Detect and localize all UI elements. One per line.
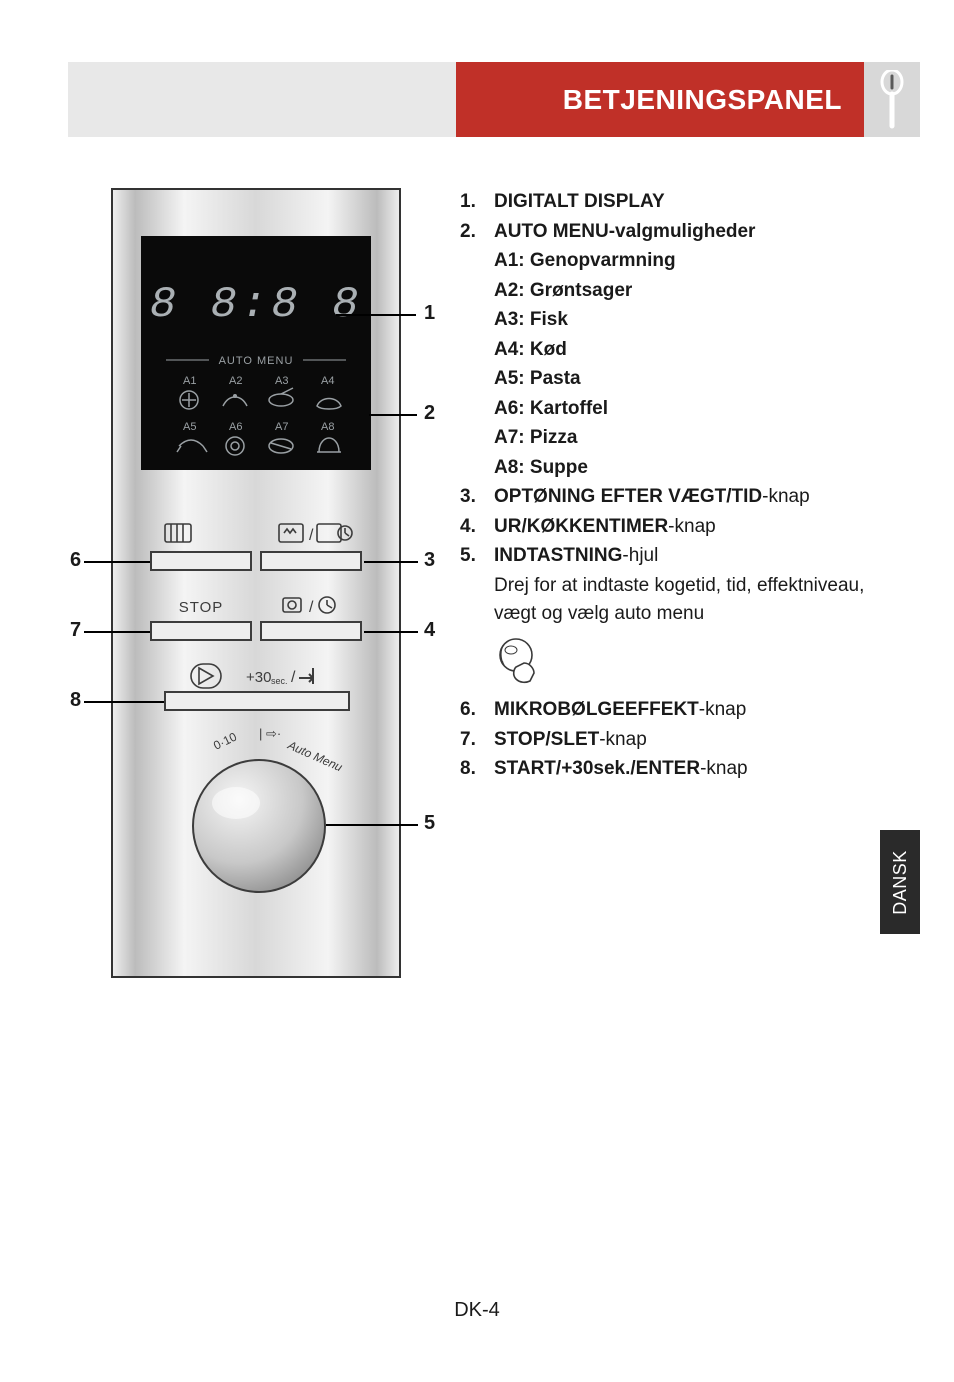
- legend-row: 2.AUTO MENU-valgmuligheder: [460, 218, 894, 247]
- svg-text:| ⇨·: | ⇨·: [259, 726, 281, 741]
- legend-text: A8: Suppe: [494, 454, 894, 483]
- legend-num: [460, 306, 494, 335]
- callout-4: 4: [424, 619, 435, 642]
- callout-1: 1: [424, 302, 435, 325]
- legend-row: 5.INDTASTNING-hjul: [460, 542, 894, 571]
- legend-num: [460, 454, 494, 483]
- svg-text:AUTO MENU: AUTO MENU: [219, 355, 294, 367]
- legend-num: 3.: [460, 483, 494, 512]
- control-panel-figure: 8 8:8 8 AUTO MENU A1 A2 A3 A4: [74, 188, 434, 978]
- callout-2: 2: [424, 402, 435, 425]
- legend-row: 4.UR/KØKKENTIMER-knap: [460, 513, 894, 542]
- legend-row: 8.START/+30sek./ENTER-knap: [460, 755, 894, 784]
- legend-row: A4: Kød: [460, 336, 894, 365]
- legend-text: UR/KØKKENTIMER-knap: [494, 513, 894, 542]
- callout-8: 8: [70, 689, 81, 712]
- control-panel-svg: 8 8:8 8 AUTO MENU A1 A2 A3 A4: [111, 188, 401, 978]
- legend-text: A3: Fisk: [494, 306, 894, 335]
- legend-text: OPTØNING EFTER VÆGT/TID-knap: [494, 483, 894, 512]
- legend-text: A2: Grøntsager: [494, 277, 894, 306]
- svg-text:A2: A2: [229, 375, 242, 387]
- legend-text: A6: Kartoffel: [494, 395, 894, 424]
- legend-num: [460, 365, 494, 394]
- legend-num: 5.: [460, 542, 494, 571]
- legend-item5-desc: Drej for at indtaste kogetid, tid, effek…: [494, 572, 894, 629]
- legend-num: [460, 424, 494, 453]
- legend: 1.DIGITALT DISPLAY2.AUTO MENU-valgmuligh…: [460, 188, 894, 978]
- legend-row: A2: Grøntsager: [460, 277, 894, 306]
- legend-num: [460, 277, 494, 306]
- callout-7: 7: [70, 619, 81, 642]
- legend-row: 3.OPTØNING EFTER VÆGT/TID-knap: [460, 483, 894, 512]
- legend-row: A5: Pasta: [460, 365, 894, 394]
- legend-row: A7: Pizza: [460, 424, 894, 453]
- page-number: DK-4: [0, 1299, 954, 1322]
- callout-6: 6: [70, 549, 81, 572]
- legend-text: STOP/SLET-knap: [494, 726, 894, 755]
- legend-num: [460, 395, 494, 424]
- legend-num: 6.: [460, 696, 494, 725]
- svg-text:/: /: [309, 599, 314, 616]
- dial-hand-icon: [494, 633, 894, 697]
- legend-num: [460, 247, 494, 276]
- svg-text:+30: +30: [246, 669, 271, 686]
- legend-text: A1: Genopvarmning: [494, 247, 894, 276]
- svg-text:A5: A5: [183, 421, 196, 433]
- callout-3: 3: [424, 549, 435, 572]
- legend-num: [460, 336, 494, 365]
- legend-text: A5: Pasta: [494, 365, 894, 394]
- legend-num: 1.: [460, 188, 494, 217]
- legend-row: 1.DIGITALT DISPLAY: [460, 188, 894, 217]
- legend-text: START/+30sek./ENTER-knap: [494, 755, 894, 784]
- legend-text: MIKROBØLGEEFFEKT-knap: [494, 696, 894, 725]
- svg-text:A7: A7: [275, 421, 288, 433]
- page-title: BETJENINGSPANEL: [563, 84, 842, 116]
- language-tab: DANSK: [880, 830, 920, 934]
- svg-text:A6: A6: [229, 421, 242, 433]
- svg-text:sec.: sec.: [271, 676, 288, 686]
- svg-text:A1: A1: [183, 375, 196, 387]
- legend-num: 7.: [460, 726, 494, 755]
- legend-row: A3: Fisk: [460, 306, 894, 335]
- legend-num: 2.: [460, 218, 494, 247]
- svg-text:/: /: [291, 669, 296, 686]
- language-label: DANSK: [890, 850, 911, 915]
- legend-text: A4: Kød: [494, 336, 894, 365]
- legend-text: INDTASTNING-hjul: [494, 542, 894, 571]
- legend-text: AUTO MENU-valgmuligheder: [494, 218, 894, 247]
- svg-text:8 8:8 8: 8 8:8 8: [150, 280, 363, 330]
- legend-row: A8: Suppe: [460, 454, 894, 483]
- svg-text:STOP: STOP: [179, 599, 224, 616]
- svg-text:A3: A3: [275, 375, 288, 387]
- legend-row: A6: Kartoffel: [460, 395, 894, 424]
- legend-row: A1: Genopvarmning: [460, 247, 894, 276]
- spoon-icon: [864, 62, 920, 137]
- legend-num: 8.: [460, 755, 494, 784]
- svg-text:A8: A8: [321, 421, 334, 433]
- legend-row: 7.STOP/SLET-knap: [460, 726, 894, 755]
- legend-num: 4.: [460, 513, 494, 542]
- callout-5: 5: [424, 812, 435, 835]
- legend-text: DIGITALT DISPLAY: [494, 188, 894, 217]
- legend-row: 6.MIKROBØLGEEFFEKT-knap: [460, 696, 894, 725]
- svg-text:A4: A4: [321, 375, 334, 387]
- legend-text: A7: Pizza: [494, 424, 894, 453]
- header-red-band: BETJENINGSPANEL: [456, 62, 920, 137]
- svg-text:/: /: [309, 527, 314, 544]
